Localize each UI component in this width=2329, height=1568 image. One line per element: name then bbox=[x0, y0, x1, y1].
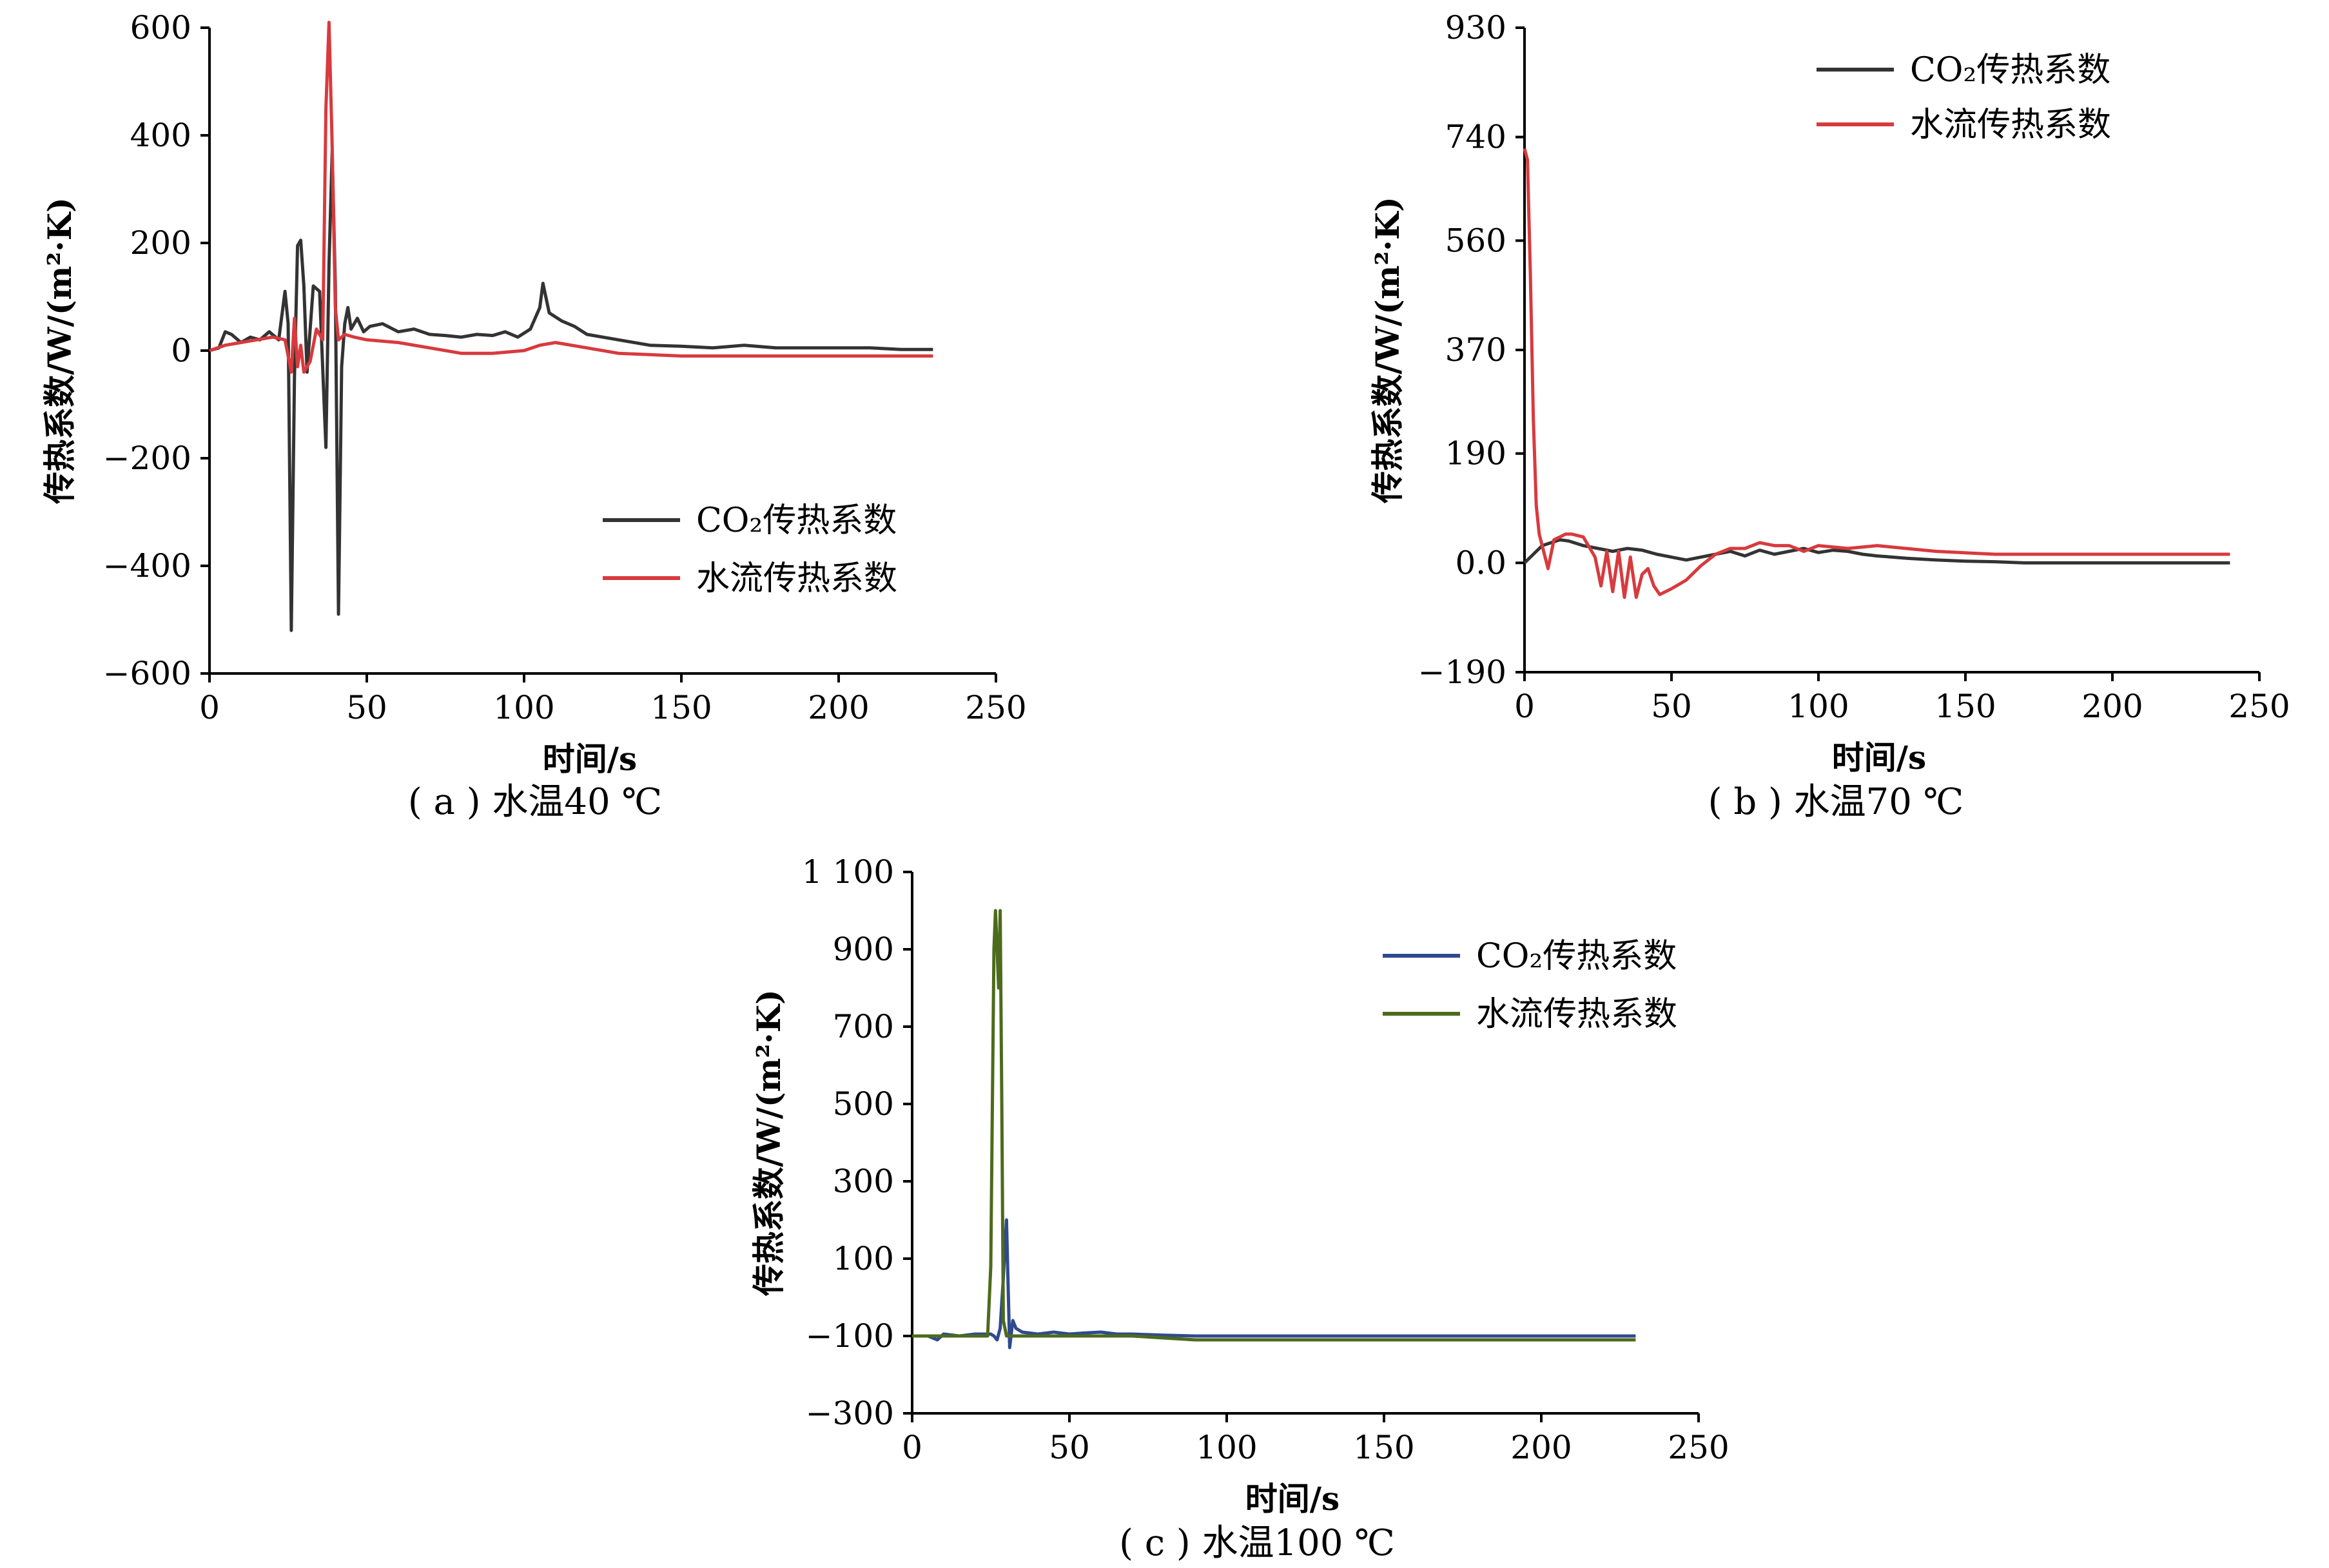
x-tick-label: 50 bbox=[1651, 688, 1692, 725]
legend-label-1: CO₂传热系数 bbox=[696, 501, 897, 540]
y-tick-label: 1 100 bbox=[802, 853, 894, 891]
series-line-1 bbox=[209, 150, 933, 632]
y-tick-label: 560 bbox=[1445, 222, 1506, 259]
x-tick-label: 0 bbox=[902, 1429, 922, 1466]
y-tick-label: 740 bbox=[1445, 119, 1506, 156]
x-axis-title: 时间/s bbox=[1832, 739, 1926, 777]
y-tick-label: 0 bbox=[171, 332, 191, 369]
legend-label-2: 水流传热系数 bbox=[696, 559, 897, 598]
y-tick-label: 190 bbox=[1445, 435, 1506, 472]
x-tick-label: 250 bbox=[2228, 688, 2290, 725]
x-tick-label: 0 bbox=[1514, 688, 1535, 725]
legend-label-2: 水流传热系数 bbox=[1476, 995, 1677, 1034]
legend-label-2: 水流传热系数 bbox=[1910, 106, 2111, 144]
y-tick-label: 100 bbox=[833, 1240, 894, 1277]
chart-caption: ( c ) 水温100 ℃ bbox=[1119, 1522, 1395, 1564]
series-line-1 bbox=[1523, 538, 2230, 565]
y-axis-title: 传热系数/W/(m²·K) bbox=[1369, 197, 1407, 504]
legend-label-1: CO₂传热系数 bbox=[1476, 937, 1677, 976]
y-axis-title: 传热系数/W/(m²·K) bbox=[750, 989, 788, 1297]
y-tick-label: −100 bbox=[806, 1317, 894, 1355]
y-tick-label: −300 bbox=[806, 1395, 894, 1432]
chart-panel-c: 0 50 100 150 200 250 −300 −100 100 300 500 700 900 1 … bbox=[750, 853, 1730, 1564]
chart-caption: ( a ) 水温40 ℃ bbox=[408, 781, 662, 823]
y-tick-label: 500 bbox=[833, 1085, 894, 1123]
chart-caption: ( b ) 水温70 ℃ bbox=[1708, 781, 1964, 823]
x-axis-title: 时间/s bbox=[1245, 1480, 1340, 1518]
series-line-2 bbox=[209, 21, 933, 374]
y-tick-label: 600 bbox=[130, 9, 191, 46]
x-tick-label: 150 bbox=[650, 689, 712, 726]
x-tick-label: 50 bbox=[1049, 1429, 1090, 1466]
x-tick-label: 200 bbox=[1510, 1429, 1572, 1466]
y-axis-title: 传热系数/W/(m²·K) bbox=[41, 197, 79, 505]
x-tick-label: 250 bbox=[965, 689, 1026, 726]
x-tick-label: 200 bbox=[808, 689, 869, 726]
y-tick-label: 900 bbox=[833, 931, 894, 968]
x-tick-label: 100 bbox=[1788, 688, 1849, 725]
x-tick-label: 100 bbox=[1196, 1429, 1257, 1466]
chart-panel-a: 0 50 100 150 200 250 −600 −400 −200 0 200 400 600 时间/… bbox=[41, 9, 1027, 823]
y-tick-label: 0.0 bbox=[1455, 544, 1506, 581]
chart-panel-b: 0 50 100 150 200 250 −190 0.0 190 370 560 740 930 时间/… bbox=[1369, 9, 2290, 823]
y-tick-label: 930 bbox=[1445, 9, 1506, 46]
legend-label-1: CO₂传热系数 bbox=[1910, 51, 2110, 90]
series-line-1 bbox=[912, 1218, 1636, 1350]
x-tick-label: 100 bbox=[493, 689, 554, 726]
x-tick-label: 200 bbox=[2081, 688, 2143, 725]
y-tick-label: 200 bbox=[130, 224, 191, 262]
y-tick-label: 400 bbox=[130, 117, 191, 154]
y-tick-label: −600 bbox=[103, 655, 191, 692]
series-line-2 bbox=[1523, 148, 2230, 599]
x-tick-label: 250 bbox=[1668, 1429, 1729, 1466]
x-tick-label: 50 bbox=[346, 689, 387, 726]
y-tick-label: 370 bbox=[1445, 331, 1506, 369]
x-axis-title: 时间/s bbox=[543, 740, 637, 778]
x-tick-label: 0 bbox=[199, 689, 220, 726]
y-tick-label: −190 bbox=[1418, 653, 1506, 691]
x-tick-label: 150 bbox=[1353, 1429, 1414, 1466]
y-tick-label: 700 bbox=[833, 1008, 894, 1045]
y-tick-label: 300 bbox=[833, 1163, 894, 1200]
series-line-2 bbox=[912, 909, 1636, 1342]
y-tick-label: −200 bbox=[103, 440, 191, 477]
y-tick-label: −400 bbox=[103, 547, 191, 585]
x-tick-label: 150 bbox=[1934, 688, 1996, 725]
